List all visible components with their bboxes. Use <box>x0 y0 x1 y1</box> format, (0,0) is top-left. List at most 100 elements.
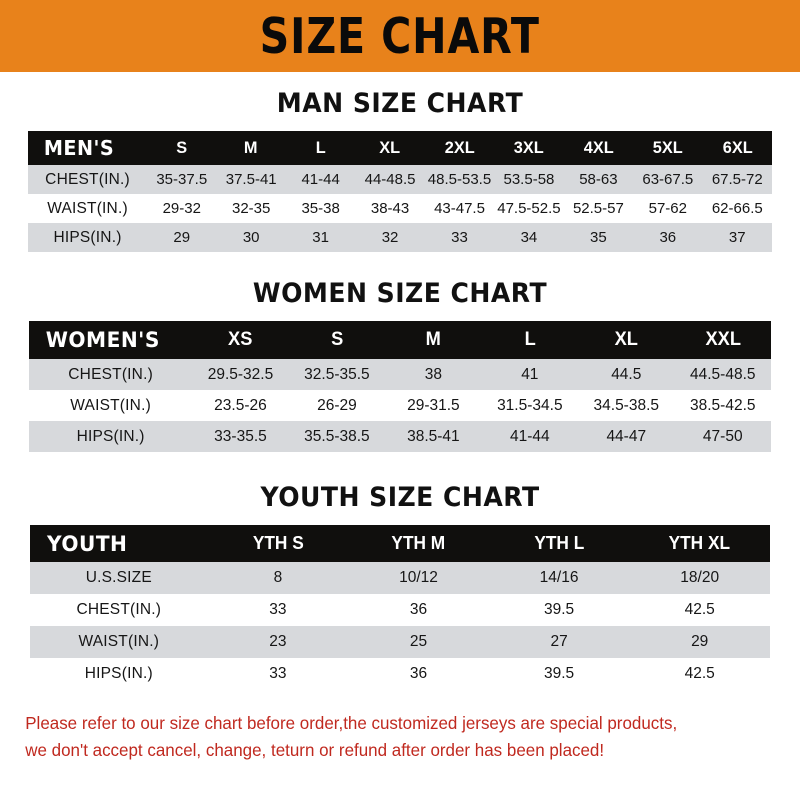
men-measure-value: 36 <box>659 229 677 246</box>
youth-size-table: YOUTH YTH S YTH M YTH L YTH XL U.S.SIZE 8 10/1… <box>30 525 770 690</box>
men-size-header: XL <box>379 138 401 157</box>
women-size-header: L <box>524 329 536 350</box>
youth-measure-value: 42.5 <box>684 665 715 682</box>
men-measure-value: 57-62 <box>648 200 687 217</box>
youth-size-table-wrapper: YOUTH YTH S YTH M YTH L YTH XL U.S.SIZE 8 10/1… <box>30 525 770 690</box>
men-measure-value: 32 <box>381 229 399 246</box>
youth-measure-value: 36 <box>409 665 428 682</box>
women-table-head: WOMEN'S XS S M L XL XXL <box>29 321 771 359</box>
table-row: CHEST(IN.) 29.5-32.5 32.5-35.5 38 41 44.5 44.5… <box>29 359 771 390</box>
women-measure-value: 33-35.5 <box>214 427 267 445</box>
table-row: CHEST(IN.) 35-37.5 37.5-41 41-44 44-48.5 48.5… <box>28 165 772 194</box>
women-size-table: WOMEN'S XS S M L XL XXL CHEST(IN.) 29.5-32.5 32.… <box>29 321 771 452</box>
men-size-header: 4XL <box>583 138 614 157</box>
men-size-header: M <box>244 138 258 157</box>
youth-header-row: YOUTH YTH S YTH M YTH L YTH XL <box>30 525 770 562</box>
men-size-header: 6XL <box>722 138 753 157</box>
women-size-header: XXL <box>705 329 741 350</box>
men-measure-value: 43-47.5 <box>434 200 485 217</box>
women-measure-value: 38 <box>424 365 442 383</box>
men-size-header: 5XL <box>652 138 683 157</box>
table-row: U.S.SIZE 8 10/12 14/16 18/20 <box>30 562 770 594</box>
men-measure-value: 67.5-72 <box>711 171 763 188</box>
table-row: HIPS(IN.) 33 36 39.5 42.5 <box>30 658 770 690</box>
youth-measure-value: 18/20 <box>680 569 720 586</box>
men-size-header: S <box>176 138 188 157</box>
women-measure-value: 44.5-48.5 <box>690 365 756 383</box>
women-measure-value: 41 <box>521 365 539 383</box>
women-measure-value: 38.5-42.5 <box>690 396 756 414</box>
man-size-table-wrapper: MEN'S S M L XL 2XL 3XL 4XL 5XL 6XL CHEST(IN.) 35-3… <box>28 131 772 252</box>
youth-measure-value: 36 <box>409 601 428 618</box>
women-measure-value: 44.5 <box>611 365 642 383</box>
youth-measure-value: 8 <box>273 569 283 586</box>
men-measure-value: 48.5-53.5 <box>427 171 492 188</box>
men-measure-value: 37 <box>728 229 746 246</box>
youth-size-header: YTH XL <box>668 533 731 553</box>
women-measure-label: WAIST(IN.) <box>70 396 151 414</box>
youth-measure-value: 29 <box>691 633 709 650</box>
youth-section-title: YOUTH SIZE CHART <box>260 482 540 513</box>
men-measure-value: 44-48.5 <box>364 171 416 188</box>
men-size-header: L <box>315 138 326 157</box>
table-row: CHEST(IN.) 33 36 39.5 42.5 <box>30 594 770 626</box>
youth-measure-value: 23 <box>269 633 287 650</box>
women-size-header: XS <box>228 329 253 350</box>
men-measure-value: 58-63 <box>579 171 618 188</box>
women-size-header: XL <box>614 329 638 350</box>
youth-measure-label: WAIST(IN.) <box>78 633 160 650</box>
women-category-header: WOMEN'S <box>45 328 160 352</box>
men-size-header: 2XL <box>444 138 475 157</box>
women-measure-value: 31.5-34.5 <box>497 396 563 414</box>
men-measure-value: 35-37.5 <box>156 171 208 188</box>
man-header-row: MEN'S S M L XL 2XL 3XL 4XL 5XL 6XL <box>28 131 772 165</box>
men-measure-value: 38-43 <box>370 200 410 217</box>
men-measure-value: 62-66.5 <box>711 200 763 217</box>
youth-measure-label: U.S.SIZE <box>85 569 152 586</box>
women-size-header: S <box>330 329 343 350</box>
page-title: SIZE CHART <box>259 7 541 65</box>
women-measure-value: 38.5-41 <box>407 427 460 445</box>
women-header-row: WOMEN'S XS S M L XL XXL <box>29 321 771 359</box>
youth-measure-value: 42.5 <box>684 601 715 618</box>
men-measure-value: 53.5-58 <box>503 171 555 188</box>
men-measure-value: 63-67.5 <box>642 171 694 188</box>
men-measure-value: 32-35 <box>232 200 271 217</box>
order-policy-note-line-1: Please refer to our size chart before or… <box>25 713 678 733</box>
women-measure-value: 47-50 <box>702 427 743 445</box>
man-table-head: MEN'S S M L XL 2XL 3XL 4XL 5XL 6XL <box>28 131 772 165</box>
women-measure-value: 29-31.5 <box>407 396 460 414</box>
youth-measure-value: 39.5 <box>543 601 575 618</box>
men-measure-value: 29-32 <box>162 200 201 217</box>
women-size-table-wrapper: WOMEN'S XS S M L XL XXL CHEST(IN.) 29.5-32.5 32.… <box>29 321 771 452</box>
men-measure-value: 52.5-57 <box>572 200 624 217</box>
men-measure-value: 33 <box>451 229 468 246</box>
man-section-title: MAN SIZE CHART <box>276 88 524 119</box>
men-measure-value: 37.5-41 <box>225 171 277 188</box>
youth-table-head: YOUTH YTH S YTH M YTH L YTH XL <box>30 525 770 562</box>
youth-measure-label: HIPS(IN.) <box>84 665 153 682</box>
men-measure-label: HIPS(IN.) <box>53 228 122 246</box>
men-measure-value: 34 <box>520 229 538 246</box>
men-measure-value: 31 <box>312 229 329 246</box>
order-policy-note: Please refer to our size chart before or… <box>0 710 776 764</box>
table-row: HIPS(IN.) 29 30 31 32 33 34 35 36 37 <box>28 223 772 252</box>
women-measure-value: 34.5-38.5 <box>593 396 660 414</box>
men-measure-value: 35-38 <box>301 200 340 217</box>
youth-measure-value: 14/16 <box>539 569 579 586</box>
youth-measure-label: CHEST(IN.) <box>76 601 162 618</box>
men-measure-value: 30 <box>242 229 260 246</box>
women-measure-value: 23.5-26 <box>214 396 267 414</box>
men-measure-value: 29 <box>173 229 191 246</box>
youth-measure-value: 10/12 <box>399 569 438 586</box>
order-policy-note-line-2: we don't accept cancel, change, teturn o… <box>25 740 605 761</box>
women-measure-label: HIPS(IN.) <box>76 427 145 445</box>
women-measure-value: 41-44 <box>509 427 550 445</box>
men-measure-label: WAIST(IN.) <box>47 199 128 217</box>
women-section-title: WOMEN SIZE CHART <box>252 278 548 309</box>
women-measure-value: 35.5-38.5 <box>304 427 370 445</box>
youth-measure-value: 39.5 <box>543 665 575 682</box>
women-size-header: M <box>425 329 441 350</box>
page-banner: SIZE CHART <box>0 0 800 72</box>
